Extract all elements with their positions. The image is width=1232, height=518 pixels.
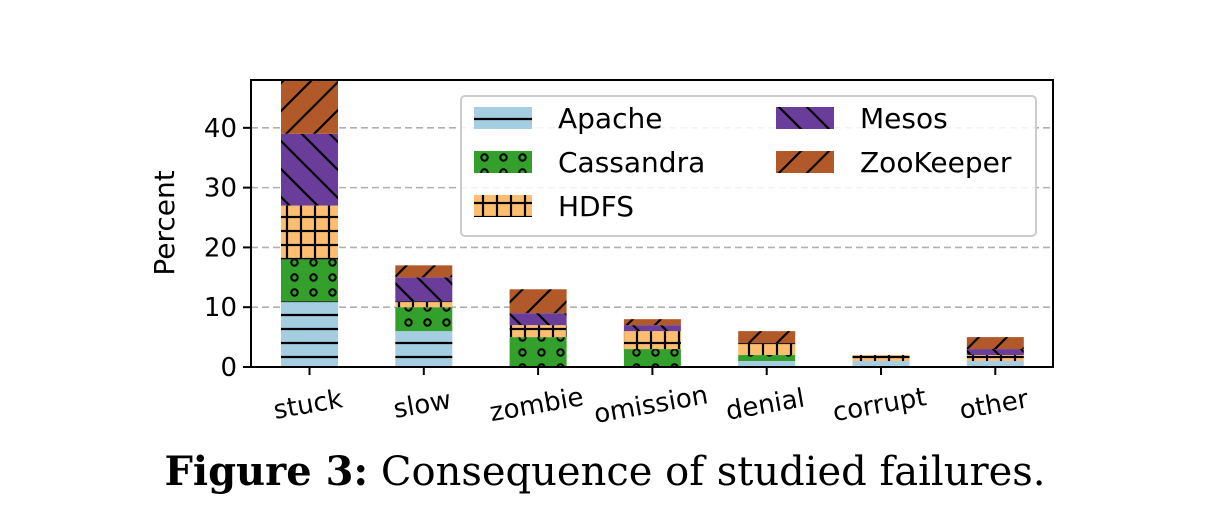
y-tick-label: 10 (204, 293, 237, 323)
bar-slow-apache (395, 331, 453, 367)
bar-corrupt-apache (852, 361, 910, 367)
bar-denial-hdfs (738, 343, 796, 356)
legend-label-apache: Apache (558, 102, 662, 135)
figure-caption: Figure 3: Consequence of studied failure… (0, 448, 1210, 495)
bar-other-mesos (966, 349, 1024, 356)
bar-zombie-zookeeper (509, 289, 567, 314)
figure-caption-label: Figure 3: (164, 448, 369, 495)
y-tick-label: 0 (220, 353, 237, 383)
bar-omission-cassandra (623, 349, 681, 367)
figure-caption-text: Consequence of studied failures. (368, 449, 1046, 495)
bar-other-hdfs (966, 355, 1024, 362)
bar-stuck-mesos (281, 133, 338, 206)
legend-frame (460, 95, 1037, 237)
y-ticks: 0 10 20 30 40 (204, 114, 251, 383)
stacked-bar-chart: 0 10 20 30 40 stuck slow zombie omission denial c… (148, 79, 1054, 430)
bar-stuck-hdfs (281, 205, 338, 260)
legend-swatch-zookeeper (776, 151, 834, 173)
x-tick-label: stuck (271, 384, 345, 426)
bar-slow-zookeeper (395, 265, 453, 278)
bar-stuck-zookeeper (281, 80, 338, 134)
bar-slow-mesos (395, 277, 453, 302)
y-tick-label: 30 (204, 174, 237, 204)
x-tick-label: denial (724, 383, 807, 426)
legend-label-mesos: Mesos (860, 102, 948, 135)
x-ticks: stuck slow zombie omission denial corrupt othe… (271, 367, 1031, 430)
x-tick-label: other (957, 384, 1031, 426)
legend-label-cassandra: Cassandra (558, 146, 705, 179)
legend-swatch-cassandra (474, 151, 532, 173)
bar-stuck-cassandra (281, 259, 338, 302)
bar-omission-hdfs (623, 331, 681, 350)
legend-label-zookeeper: ZooKeeper (860, 146, 1012, 179)
x-tick-label: zombie (488, 382, 586, 428)
bar-omission-zookeeper (623, 319, 681, 326)
bar-denial-cassandra (738, 355, 796, 362)
y-tick-label: 20 (204, 233, 237, 263)
legend-swatch-hdfs (474, 195, 532, 217)
bar-other-apache (966, 361, 1024, 367)
bar-other-zookeeper (966, 337, 1024, 350)
bar-corrupt-hdfs (852, 355, 910, 362)
x-tick-label: slow (391, 385, 453, 425)
bars (281, 80, 1024, 367)
y-tick-label: 40 (204, 114, 237, 144)
x-tick-label: omission (592, 380, 711, 430)
bar-zombie-hdfs (509, 325, 567, 338)
bar-denial-zookeeper (738, 331, 796, 344)
legend: Apache Cassandra HDFS Mesos ZooKeeper (460, 95, 1037, 237)
x-tick-label: corrupt (831, 382, 929, 428)
bar-stuck-apache (281, 301, 338, 367)
bar-omission-mesos (623, 325, 681, 332)
bar-zombie-cassandra (509, 337, 567, 367)
bar-zombie-mesos (509, 313, 567, 326)
bar-denial-apache (738, 361, 796, 367)
legend-swatch-mesos (776, 107, 834, 129)
y-axis-label: Percent (148, 170, 181, 275)
legend-label-hdfs: HDFS (558, 190, 634, 223)
bar-slow-hdfs (395, 301, 453, 308)
legend-swatch-apache (474, 107, 532, 129)
bar-slow-cassandra (395, 307, 453, 332)
